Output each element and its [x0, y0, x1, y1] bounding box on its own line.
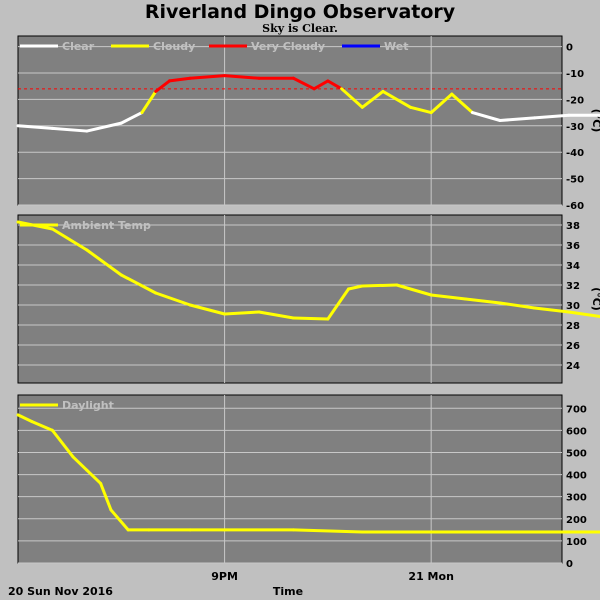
y-tick-label: 600	[566, 426, 587, 437]
series-segment	[326, 79, 344, 91]
y-tick-label: 36	[566, 241, 580, 252]
y-tick-label: 200	[566, 515, 587, 526]
series-segment	[291, 76, 316, 91]
series-segment	[498, 301, 536, 310]
y-tick-label: 0	[566, 43, 573, 54]
series-segment	[450, 92, 474, 115]
legend-label: Cloudy	[153, 40, 195, 53]
series-segment	[360, 89, 385, 109]
date-label: 20 Sun Nov 2016	[8, 585, 113, 598]
series-sky-temp	[16, 74, 600, 133]
y-tick-label: 300	[566, 493, 587, 504]
series-segment	[347, 284, 364, 291]
legend-label: Wet	[384, 40, 408, 53]
series-daylight	[16, 413, 600, 534]
series-segment	[99, 481, 113, 512]
y-tick-label: -30	[566, 122, 584, 133]
series-segment	[429, 92, 454, 115]
page-title: Riverland Dingo Observatory	[144, 1, 456, 23]
plot-area	[17, 394, 563, 564]
series-segment	[50, 428, 75, 459]
series-segment	[291, 316, 330, 321]
y-tick-label: -10	[566, 69, 584, 80]
series-segment	[71, 455, 89, 472]
chart-panel-1: 0 -10 -20 -30 -40 -50 -60 (°C) Clear Cloudy Very C…	[16, 35, 600, 212]
series-segment	[381, 89, 413, 109]
series-segment	[85, 248, 123, 277]
series-segment	[498, 116, 536, 122]
x-axis-title: Time	[273, 585, 303, 598]
series-segment	[409, 105, 433, 115]
y-tick-label: 500	[566, 448, 587, 459]
series-segment	[30, 420, 54, 432]
y-tick-label: 0	[566, 559, 573, 570]
y-tick-label: 400	[566, 471, 587, 482]
series-segment	[109, 508, 130, 532]
series-segment	[470, 111, 502, 122]
y-tick-label: 30	[566, 301, 580, 312]
y-axis-label: (°C)	[590, 287, 600, 311]
series-segment	[532, 306, 571, 314]
y-tick-label: 100	[566, 537, 587, 548]
x-tick-label: 9PM	[211, 570, 238, 583]
y-tick-label: -60	[566, 201, 584, 212]
legend-label: Ambient Temp	[62, 219, 151, 232]
y-tick-label: 32	[566, 281, 580, 292]
y-tick-label: 26	[566, 341, 580, 352]
y-tick-label: -40	[566, 148, 584, 159]
x-tick-label: 21 Mon	[408, 570, 453, 583]
y-tick-label: 24	[566, 361, 580, 372]
series-segment	[464, 297, 502, 305]
series-segment	[257, 310, 295, 320]
sky-status-subtitle: Sky is Clear.	[262, 22, 338, 35]
series-segment	[140, 89, 158, 115]
series-segment	[85, 121, 123, 133]
y-tick-label: 38	[566, 221, 580, 232]
series-segment	[167, 76, 192, 83]
y-tick-label: -50	[566, 175, 584, 186]
series-segment	[188, 74, 227, 80]
series-segment	[50, 227, 89, 252]
plot-area	[17, 35, 563, 206]
y-tick-label: 34	[566, 261, 580, 272]
series-segment	[395, 283, 433, 297]
legend-label: Clear	[62, 40, 95, 53]
plot-area	[17, 214, 563, 384]
series-segment	[291, 528, 364, 534]
series-segment	[85, 468, 103, 485]
series-segment	[360, 283, 399, 288]
series-segment	[532, 113, 571, 120]
chart-panel-2: 24 26 28 30 32 34 36 38 (°C) Ambient Temp	[16, 214, 600, 384]
series-segment	[312, 79, 330, 91]
y-axis-label: (°C)	[590, 109, 600, 133]
series-segment	[154, 291, 192, 307]
legend-label: Very Cloudy	[251, 40, 325, 53]
series-segment	[326, 287, 351, 321]
series-segment	[567, 310, 600, 319]
series-segment	[340, 87, 364, 109]
y-tick-label: 28	[566, 321, 580, 332]
series-segment	[119, 111, 144, 125]
legend-label: Daylight	[62, 399, 114, 412]
series-segment	[429, 293, 468, 301]
y-tick-label: 700	[566, 404, 587, 415]
series-segment	[188, 303, 227, 316]
series-segment	[119, 273, 158, 295]
series-segment	[223, 74, 261, 80]
series-segment	[16, 124, 54, 130]
series-segment	[154, 79, 171, 93]
series-segment	[223, 310, 261, 316]
series-segment	[50, 126, 89, 133]
y-tick-label: -20	[566, 95, 584, 106]
series-segment	[16, 413, 34, 424]
